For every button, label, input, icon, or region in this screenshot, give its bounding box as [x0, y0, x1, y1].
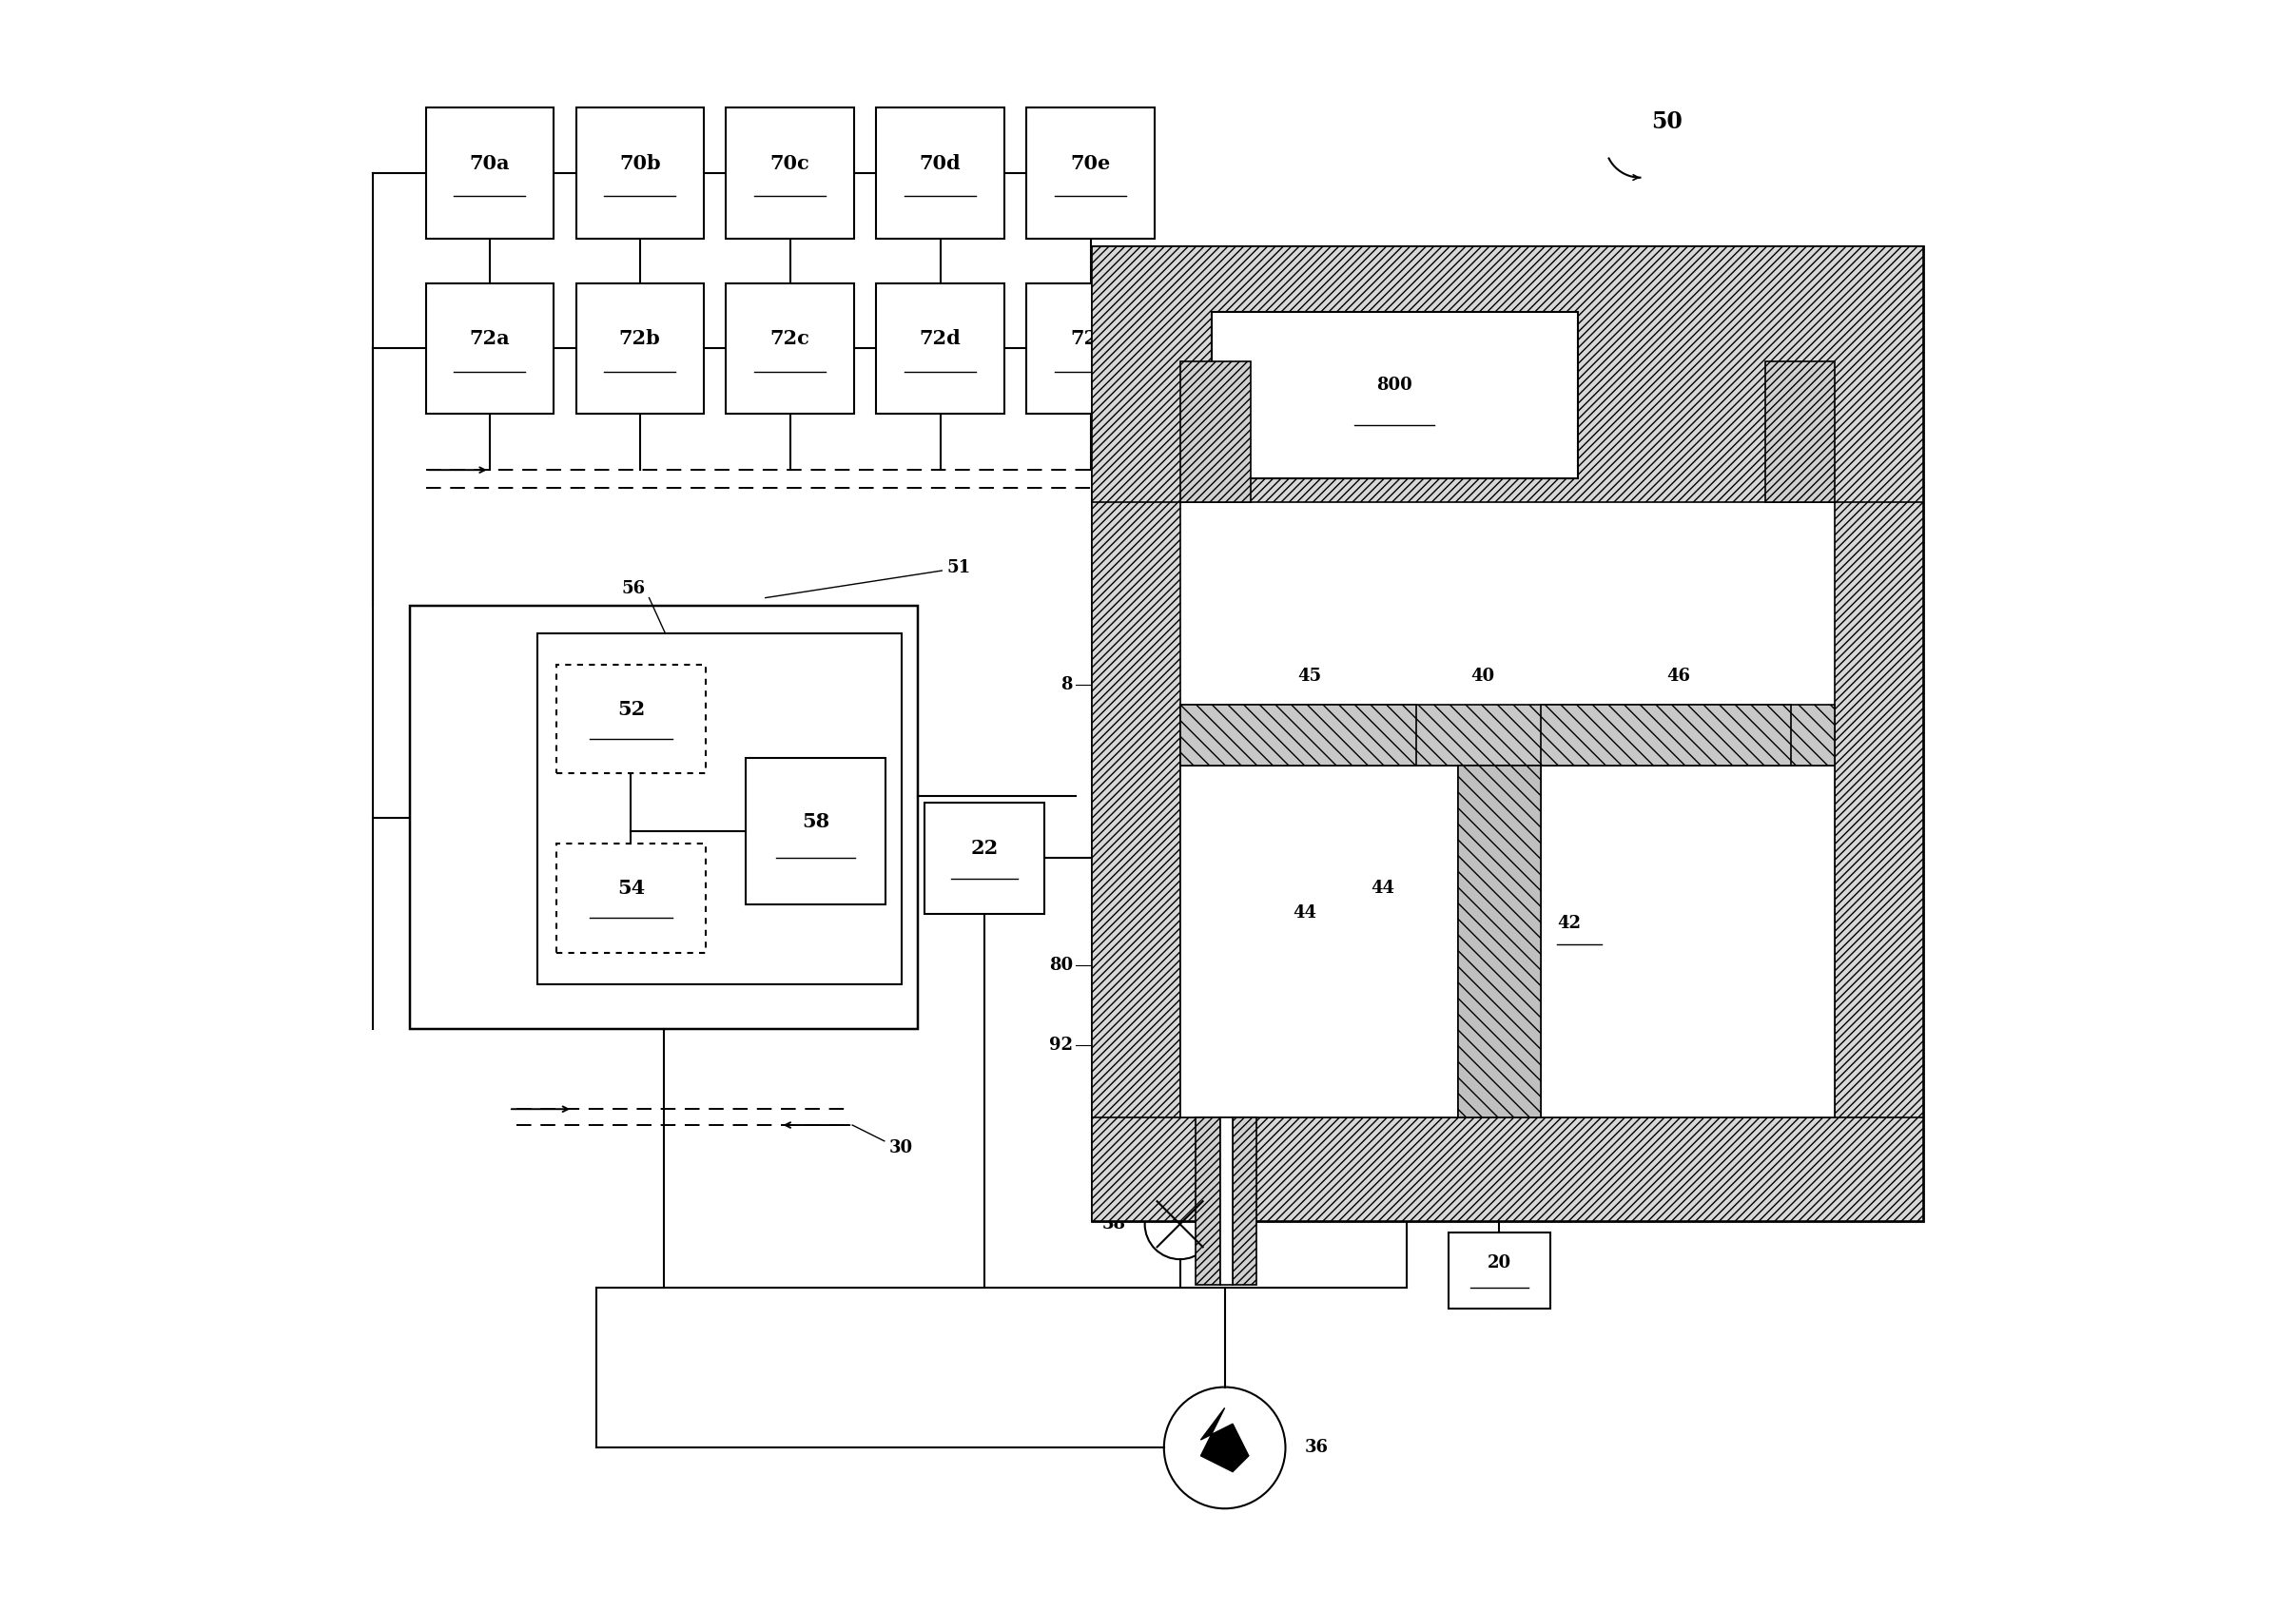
Text: 40: 40	[1472, 667, 1495, 685]
Text: 70b: 70b	[620, 153, 661, 172]
Text: 38: 38	[1102, 1216, 1125, 1232]
Text: 22: 22	[971, 839, 999, 859]
Bar	[556, 665, 705, 773]
Text: 70d: 70d	[918, 153, 962, 172]
Bar	[537, 633, 902, 984]
Text: 30: 30	[889, 1139, 914, 1157]
Bar	[746, 757, 886, 904]
Text: 36: 36	[1304, 1439, 1329, 1456]
Text: 72a: 72a	[468, 329, 510, 348]
Text: 52: 52	[618, 701, 645, 719]
Bar	[726, 284, 854, 414]
Bar	[1093, 246, 1924, 1221]
Text: 54: 54	[618, 880, 645, 897]
Text: 44: 44	[1293, 905, 1318, 921]
Bar	[1541, 706, 1791, 765]
Text: 37: 37	[1235, 1216, 1258, 1232]
Bar	[1180, 706, 1835, 765]
Bar	[1180, 706, 1417, 765]
Bar	[1449, 1232, 1550, 1308]
Bar	[576, 108, 705, 238]
Bar	[726, 108, 854, 238]
Bar	[1835, 246, 1924, 1221]
Bar	[576, 284, 705, 414]
Text: 80: 80	[1049, 957, 1072, 973]
Bar	[877, 284, 1003, 414]
Text: 70a: 70a	[468, 153, 510, 172]
Bar	[1026, 284, 1155, 414]
Bar	[1026, 108, 1155, 238]
Bar	[877, 108, 1003, 238]
Text: 70c: 70c	[769, 153, 810, 172]
Text: 50: 50	[1651, 110, 1683, 134]
Bar	[1093, 1116, 1924, 1221]
Bar	[1766, 361, 1835, 503]
Bar	[1233, 1116, 1256, 1286]
Bar	[1093, 246, 1180, 1221]
Bar	[425, 284, 553, 414]
Bar	[1541, 765, 1835, 1116]
Text: 58: 58	[801, 812, 829, 831]
Text: 45: 45	[1297, 667, 1322, 685]
Polygon shape	[1201, 1408, 1249, 1472]
Bar	[1212, 313, 1577, 478]
Bar	[1180, 765, 1458, 1116]
Bar	[1180, 503, 1835, 1116]
Text: 70e: 70e	[1070, 153, 1111, 172]
Text: 92: 92	[1049, 1036, 1072, 1054]
Bar	[1093, 246, 1924, 503]
Bar	[1219, 1116, 1233, 1286]
Bar	[925, 802, 1045, 913]
Text: 72e: 72e	[1070, 329, 1111, 348]
Bar	[1458, 765, 1541, 1116]
Text: 42: 42	[1557, 915, 1580, 933]
Text: 51: 51	[946, 559, 971, 577]
Text: 800: 800	[1378, 377, 1412, 393]
Bar	[1180, 361, 1251, 503]
Text: 34: 34	[1194, 514, 1219, 532]
Text: 46: 46	[1667, 667, 1690, 685]
Text: 44: 44	[1371, 880, 1394, 897]
Text: 8: 8	[1061, 677, 1072, 693]
Bar	[409, 606, 918, 1029]
Text: 56: 56	[622, 580, 645, 596]
Bar	[1196, 1116, 1219, 1286]
Bar	[425, 108, 553, 238]
Text: 72b: 72b	[620, 329, 661, 348]
Text: 72d: 72d	[918, 329, 962, 348]
Text: 72c: 72c	[769, 329, 810, 348]
Text: 20: 20	[1488, 1253, 1511, 1271]
Bar	[556, 844, 705, 952]
